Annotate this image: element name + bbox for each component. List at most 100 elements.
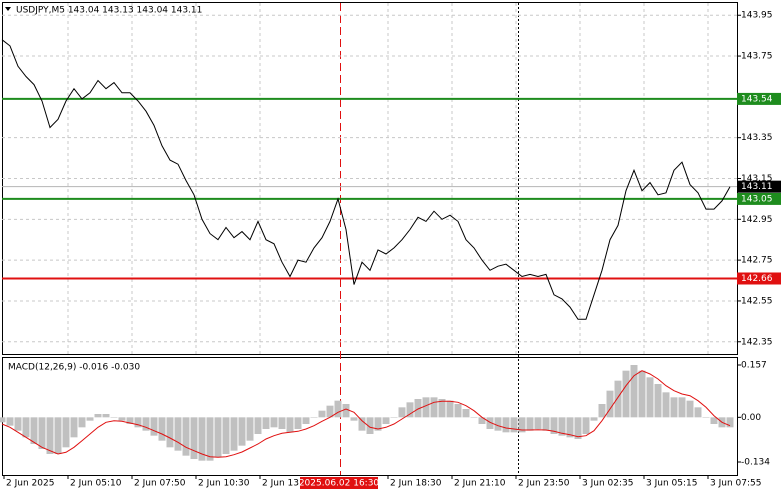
macd-bar [0, 417, 6, 423]
y-tick-label: -0.134 [741, 458, 770, 468]
y-tick-label: 142.35 [741, 337, 773, 347]
signal-line [1, 370, 731, 458]
macd-bar [94, 414, 102, 418]
macd-bar [382, 417, 390, 424]
cursor-label-bg [300, 477, 378, 489]
x-tick-label: 2 Jun 07:50 [134, 479, 186, 489]
macd-bar [62, 417, 70, 448]
macd-bar [614, 380, 622, 418]
x-tick-label: 3 Jun 02:35 [582, 479, 633, 489]
macd-bar [246, 417, 254, 441]
macd-bar [486, 417, 494, 429]
macd-bar [534, 417, 542, 429]
macd-bar [414, 399, 422, 418]
macd-bar [526, 417, 534, 431]
macd-bar [710, 417, 718, 424]
x-tick-label: 2 Jun 21:10 [454, 479, 506, 489]
y-tick-label: 0.00 [741, 413, 761, 423]
level-label: 143.05 [741, 194, 773, 204]
macd-bar [230, 417, 238, 451]
current-price-label: 143.11 [741, 182, 773, 192]
macd-bar [390, 417, 398, 418]
macd-bar [166, 417, 174, 448]
macd-bar [30, 417, 38, 444]
x-tick-label: 2 Jun 05:10 [70, 479, 122, 489]
y-tick-label: 142.95 [741, 215, 773, 225]
macd-bar [654, 384, 662, 418]
macd-bar [70, 417, 78, 438]
level-label: 143.54 [741, 94, 773, 104]
macd-bar [46, 417, 54, 454]
y-tick-label: 142.55 [741, 296, 773, 306]
macd-bar [622, 370, 630, 418]
y-tick-label: 142.75 [741, 256, 773, 266]
macd-bar [358, 417, 366, 431]
macd-bar [478, 417, 486, 424]
y-tick-label: 143.35 [741, 133, 773, 143]
macd-bar [222, 417, 230, 454]
macd-bar [78, 417, 86, 428]
macd-bar [510, 417, 518, 433]
chart-title: USDJPY,M5 143.04 143.13 143.04 143.11 [16, 6, 202, 16]
macd-bar [366, 417, 374, 434]
macd-bar [702, 417, 710, 418]
macd-bar [118, 417, 126, 421]
macd-bar [518, 417, 526, 433]
macd-bar [470, 417, 478, 418]
macd-bar [110, 417, 118, 418]
title-arrow [5, 7, 11, 11]
macd-bar [262, 417, 270, 429]
y-tick-label: 143.95 [741, 11, 773, 21]
macd-bar [574, 417, 582, 439]
macd-bar [254, 417, 262, 434]
macd-bar [270, 417, 278, 428]
macd-bar [662, 392, 670, 418]
macd-bar [54, 417, 62, 454]
y-tick-label: 143.75 [741, 52, 773, 62]
macd-bar [342, 404, 350, 418]
marks: 143.95 143.75 143.35 143.15 142.95 142.75 142.… [0, 3, 781, 489]
macd-bar [238, 417, 246, 446]
x-tick-label: 2 Jun 10:30 [198, 479, 250, 489]
macd-title: MACD(12,26,9) -0.016 -0.030 [8, 363, 140, 373]
macd-bar [182, 417, 190, 456]
macd-bar [38, 417, 46, 449]
macd-bar [646, 377, 654, 418]
macd-bar [86, 417, 94, 421]
macd-bar [22, 417, 30, 438]
macd-bar [398, 407, 406, 418]
macd-bar [462, 409, 470, 418]
level-label-bg [737, 272, 781, 285]
macd-bar [678, 397, 686, 418]
macd-bar [494, 417, 502, 431]
macd-bar [606, 390, 614, 418]
macd-bar [126, 417, 134, 424]
x-tick-label: 2 Jun 2025 [6, 479, 54, 489]
macd-bar [278, 417, 286, 429]
macd-bar [294, 417, 302, 429]
macd-bar [422, 397, 430, 418]
level-label-bg [737, 192, 781, 205]
macd-bar [502, 417, 510, 433]
macd-bar [670, 397, 678, 418]
macd-bar [350, 417, 358, 421]
current-price-bg [737, 180, 781, 193]
y-tick-label: 143.15 [741, 174, 773, 184]
macd-bar [638, 370, 646, 418]
macd-bar [694, 407, 702, 418]
macd-bar [190, 417, 198, 459]
level-label: 142.66 [741, 274, 773, 284]
x-tick-label: 3 Jun 07:55 [710, 479, 761, 489]
macd-bar [686, 400, 694, 418]
macd-bar [726, 417, 734, 428]
macd-bar [590, 417, 598, 421]
macd-bar [310, 417, 318, 418]
macd-bar [334, 400, 342, 418]
macd-bar [214, 417, 222, 458]
macd-bar [142, 417, 150, 431]
macd-bar [550, 417, 558, 434]
macd-bar [286, 417, 294, 433]
level-label-bg [737, 92, 781, 105]
